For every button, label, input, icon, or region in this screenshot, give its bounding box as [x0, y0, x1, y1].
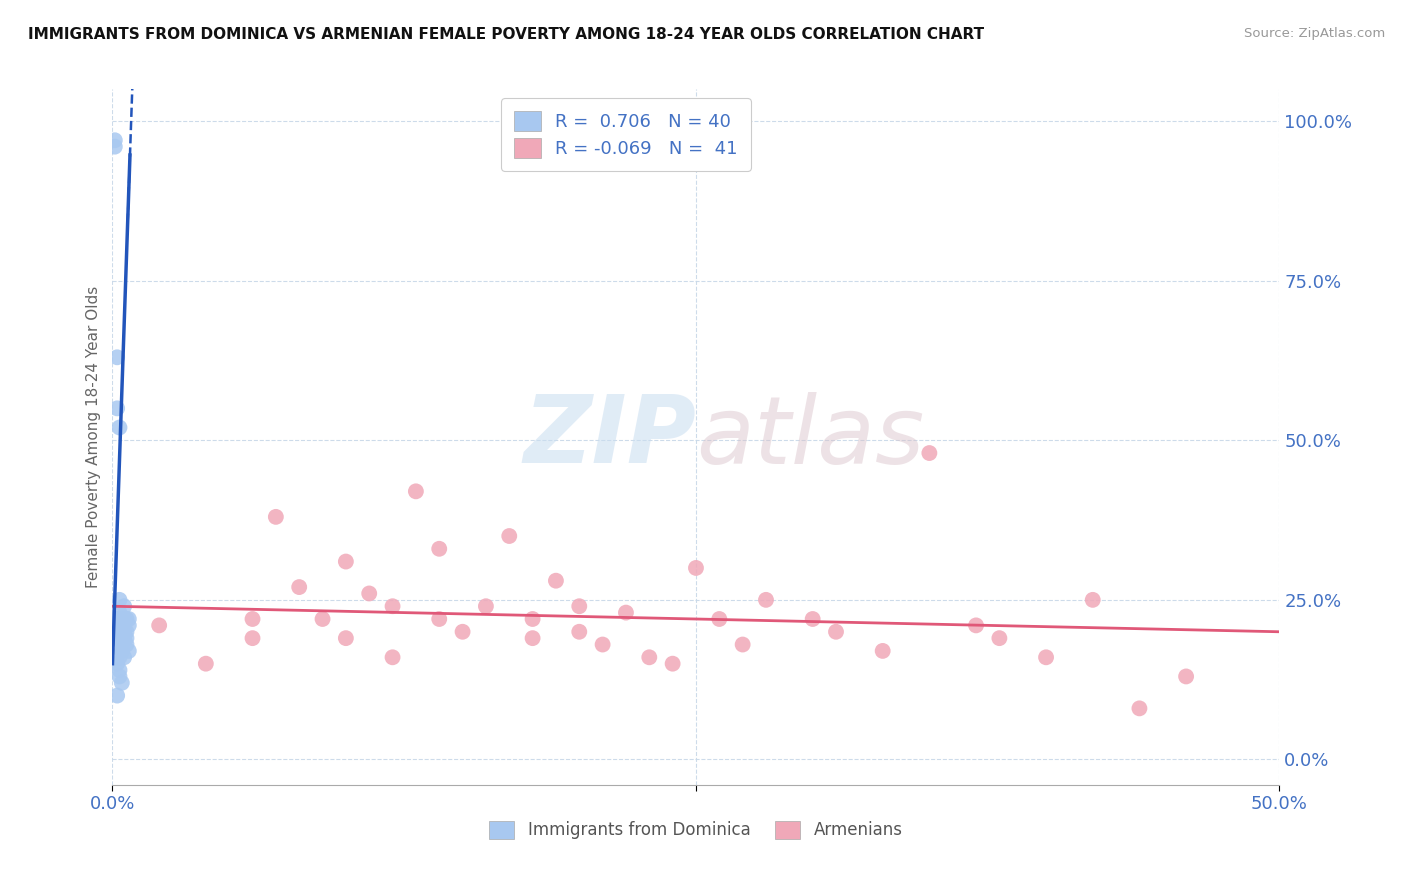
Legend: Immigrants from Dominica, Armenians: Immigrants from Dominica, Armenians: [489, 821, 903, 839]
Point: [105, 351, 128, 365]
Point: [108, 669, 131, 683]
Point: [111, 624, 134, 639]
Point: [988, 631, 1011, 645]
Point: [475, 599, 498, 614]
Point: [104, 139, 127, 153]
Point: [359, 586, 381, 600]
Point: [1081, 592, 1104, 607]
Text: IMMIGRANTS FROM DOMINICA VS ARMENIAN FEMALE POVERTY AMONG 18-24 YEAR OLDS CORREL: IMMIGRANTS FROM DOMINICA VS ARMENIAN FEM…: [28, 27, 984, 42]
Point: [965, 618, 987, 632]
Point: [118, 618, 141, 632]
Point: [105, 631, 128, 645]
Point: [1128, 701, 1150, 715]
Point: [335, 631, 357, 645]
Point: [112, 618, 135, 632]
Point: [108, 650, 131, 665]
Point: [108, 606, 131, 620]
Point: [709, 612, 731, 626]
Point: [115, 638, 138, 652]
Point: [115, 612, 138, 626]
Point: [568, 599, 591, 614]
Point: [111, 644, 134, 658]
Point: [108, 624, 131, 639]
Point: [1035, 650, 1057, 665]
Point: [108, 612, 131, 626]
Point: [685, 561, 707, 575]
Text: atlas: atlas: [696, 392, 924, 483]
Point: [111, 638, 134, 652]
Point: [105, 624, 128, 639]
Point: [115, 631, 138, 645]
Point: [1175, 669, 1198, 683]
Point: [112, 624, 135, 639]
Point: [111, 612, 134, 626]
Point: [427, 612, 450, 626]
Point: [264, 509, 287, 524]
Point: [194, 657, 217, 671]
Text: Source: ZipAtlas.com: Source: ZipAtlas.com: [1244, 27, 1385, 40]
Point: [108, 592, 131, 607]
Point: [522, 612, 544, 626]
Point: [381, 599, 404, 614]
Point: [522, 631, 544, 645]
Point: [544, 574, 567, 588]
Point: [112, 631, 135, 645]
Point: [105, 689, 128, 703]
Point: [568, 624, 591, 639]
Point: [108, 663, 131, 677]
Point: [112, 599, 135, 614]
Point: [918, 446, 941, 460]
Point: [118, 612, 141, 626]
Point: [112, 612, 135, 626]
Point: [335, 555, 357, 569]
Point: [638, 650, 661, 665]
Point: [288, 580, 311, 594]
Point: [451, 624, 474, 639]
Point: [381, 650, 404, 665]
Point: [111, 644, 134, 658]
Point: [311, 612, 333, 626]
Point: [111, 618, 134, 632]
Point: [755, 592, 778, 607]
Point: [105, 612, 128, 626]
Point: [405, 484, 427, 499]
Point: [825, 624, 848, 639]
Point: [592, 638, 614, 652]
Point: [118, 644, 141, 658]
Point: [731, 638, 754, 652]
Point: [115, 624, 138, 639]
Point: [105, 401, 128, 416]
Point: [242, 612, 264, 626]
Point: [112, 650, 135, 665]
Point: [105, 618, 128, 632]
Point: [104, 133, 127, 147]
Point: [872, 644, 894, 658]
Point: [661, 657, 683, 671]
Point: [614, 606, 637, 620]
Point: [105, 657, 128, 671]
Point: [108, 631, 131, 645]
Point: [108, 420, 131, 434]
Point: [242, 631, 264, 645]
Text: ZIP: ZIP: [523, 391, 696, 483]
Point: [498, 529, 520, 543]
Point: [148, 618, 170, 632]
Y-axis label: Female Poverty Among 18-24 Year Olds: Female Poverty Among 18-24 Year Olds: [86, 286, 101, 588]
Point: [108, 618, 131, 632]
Point: [801, 612, 824, 626]
Point: [111, 676, 134, 690]
Point: [427, 541, 450, 556]
